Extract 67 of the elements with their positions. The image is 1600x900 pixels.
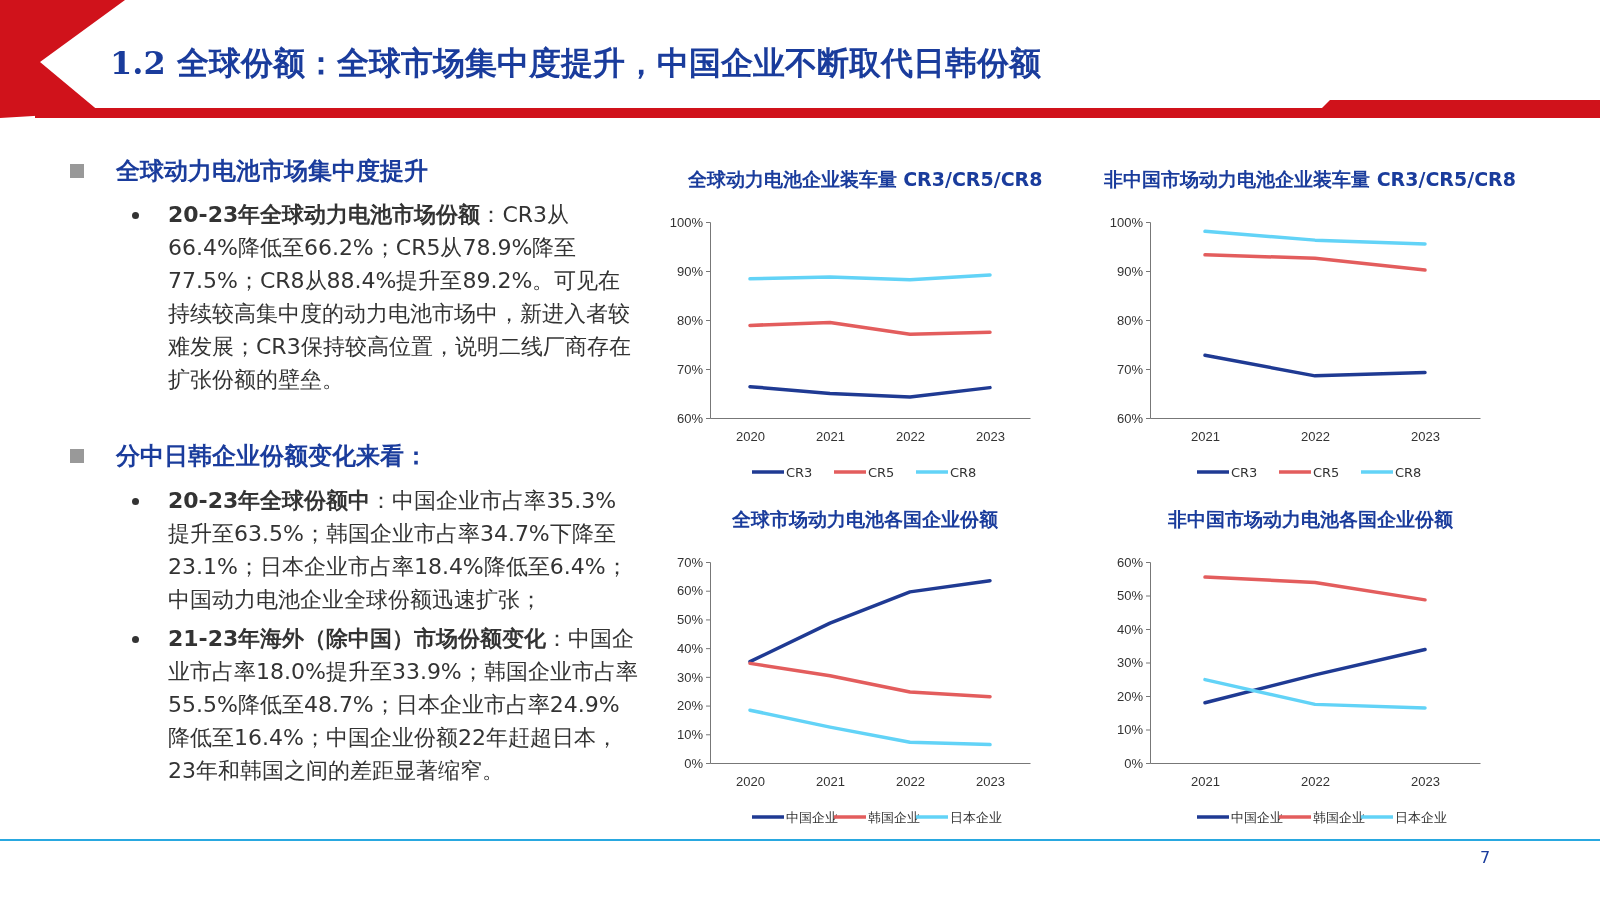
text: 21-23年海外（除中国）市场份额变化：中国企业市占率18.0%提升至33.9%；韩国企业市占率55.5%降低至48.7%；日本企业市占率24.9%降低至16.4%；中国企业份额22年赶超日本，23年和韩国之间的差距显著缩窄。 <box>168 626 638 783</box>
y-tick-label: 60% <box>1116 554 1144 570</box>
y-tick-label: 80% <box>1116 312 1144 328</box>
text: 1.2 全球份额：全球市场集中度提升，中国企业不断取代日韩份额 <box>110 43 1041 84</box>
text: 20-23年全球动力电池市场份额：CR3从66.4%降低至66.2%；CR5从78.9%降至77.5%；CR8从88.4%提升至89.2%。可见在持续较高集中度的动力电池市场中，新进入者较难发展；CR3保持较高位置，说明二线厂商存在扩张份额的壁垒。 <box>168 202 631 392</box>
y-tick-label: 100% <box>669 214 704 230</box>
chart-title: 非中国市场动力电池各国企业份额 <box>1166 508 1454 530</box>
y-tick-label: 70% <box>676 361 704 377</box>
y-tick-label: 20% <box>1116 688 1144 704</box>
x-tick-label: 2020 <box>736 774 765 790</box>
x-tick-label: 2021 <box>1191 774 1220 790</box>
y-tick-label: 90% <box>676 263 704 279</box>
legend-label: CR5 <box>868 465 895 480</box>
line-series <box>748 320 992 336</box>
legend-label: 中国企业 <box>1231 810 1283 825</box>
x-tick-label: 2023 <box>976 774 1005 790</box>
legend-label: 韩国企业 <box>1313 810 1365 825</box>
chart-title: 全球市场动力电池各国企业份额 <box>731 508 999 530</box>
chart-title: 全球动力电池企业装车量 CR3/CR5/CR8 <box>686 168 1043 190</box>
line-series <box>748 708 992 747</box>
x-tick-label: 2022 <box>1301 429 1330 445</box>
legend-label: CR3 <box>1231 465 1258 480</box>
x-tick-label: 2023 <box>1411 774 1440 790</box>
legend-label: 日本企业 <box>950 810 1002 825</box>
legend-label: 韩国企业 <box>868 810 920 825</box>
line-series <box>748 578 992 664</box>
y-tick-label: 60% <box>676 583 704 599</box>
x-tick-label: 2021 <box>816 774 845 790</box>
y-tick-label: 60% <box>1116 410 1144 426</box>
legend-label: CR8 <box>950 465 977 480</box>
y-tick-label: 100% <box>1109 214 1144 230</box>
y-tick-label: 70% <box>676 554 704 570</box>
y-tick-label: 20% <box>676 698 704 714</box>
x-tick-label: 2021 <box>816 429 845 445</box>
y-tick-label: 80% <box>676 312 704 328</box>
text: 20-23年全球份额中：中国企业市占率35.3%提升至63.5%；韩国企业市占率34.7%下降至23.1%；日本企业市占率18.4%降低至6.4%；中国动力电池企业全球份额迅速扩张； <box>168 488 628 612</box>
x-tick-label: 2023 <box>1411 429 1440 445</box>
x-tick-label: 2022 <box>1301 774 1330 790</box>
y-tick-label: 10% <box>1116 722 1144 738</box>
legend-label: 中国企业 <box>786 810 838 825</box>
y-tick-label: 50% <box>676 612 704 628</box>
y-tick-label: 30% <box>1116 655 1144 671</box>
x-tick-label: 2022 <box>896 429 925 445</box>
x-tick-label: 2022 <box>896 774 925 790</box>
y-tick-label: 40% <box>1116 621 1144 637</box>
legend-label: CR8 <box>1395 465 1422 480</box>
legend-label: 日本企业 <box>1395 810 1447 825</box>
x-tick-label: 2023 <box>976 429 1005 445</box>
y-tick-label: 30% <box>676 669 704 685</box>
x-tick-label: 2020 <box>736 429 765 445</box>
text: 分中日韩企业份额变化来看： <box>116 442 428 470</box>
line-series <box>748 661 992 699</box>
x-tick-label: 2021 <box>1191 429 1220 445</box>
y-tick-label: 60% <box>676 410 704 426</box>
legend-label: CR3 <box>786 465 813 480</box>
y-tick-label: 90% <box>1116 263 1144 279</box>
legend-label: CR5 <box>1313 465 1340 480</box>
y-tick-label: 40% <box>676 640 704 656</box>
y-tick-label: 70% <box>1116 361 1144 377</box>
text: 全球动力电池市场集中度提升 <box>116 157 428 185</box>
line-series <box>748 384 992 399</box>
y-tick-label: 50% <box>1116 588 1144 604</box>
y-tick-label: 10% <box>676 726 704 742</box>
y-tick-label: 0% <box>1124 755 1144 771</box>
text: 7 <box>1480 848 1491 867</box>
y-tick-label: 0% <box>684 755 704 771</box>
chart-title: 非中国市场动力电池企业装车量 CR3/CR5/CR8 <box>1103 168 1516 190</box>
